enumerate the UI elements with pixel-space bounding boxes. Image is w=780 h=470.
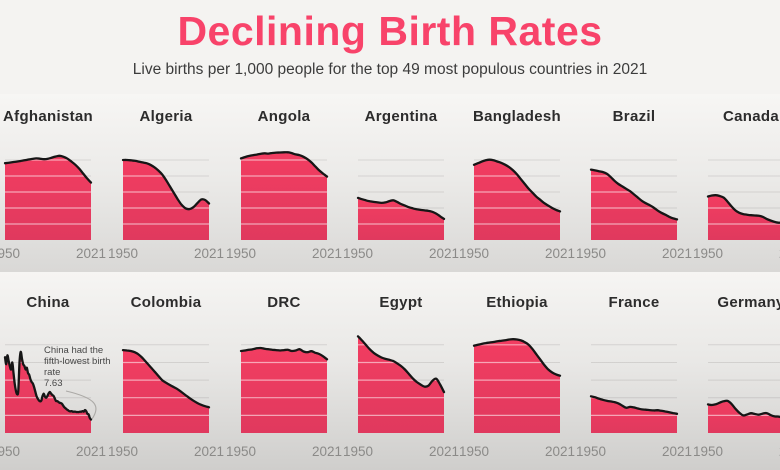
axis-label-end-egypt: 2021 [428, 444, 460, 459]
gridlines-over-area [5, 159, 91, 225]
birthrate-area-canada [708, 195, 780, 240]
birthrate-area-bangladesh [474, 159, 560, 240]
country-title-brazil: Brazil [612, 108, 656, 125]
birthrate-area-afghanistan [5, 155, 91, 240]
page-subtitle: Live births per 1,000 people for the top… [132, 61, 648, 78]
area-chart-canada [706, 159, 780, 240]
annotation-text-line: China had the [44, 345, 104, 356]
axis-label-start-afghanistan: 1950 [0, 246, 21, 261]
axis-label-end-algeria: 2021 [193, 246, 225, 261]
axis-label-start-ethiopia: 1950 [458, 444, 490, 459]
axis-label-start-algeria: 1950 [107, 246, 139, 261]
axis-label-end-angola: 2021 [311, 246, 343, 261]
area-chart-afghanistan [3, 154, 93, 240]
axis-label-start-brazil: 1950 [575, 246, 607, 261]
birthrate-area-ethiopia [474, 339, 560, 433]
birthrate-line-france [589, 395, 679, 415]
birthrate-line-afghanistan [3, 154, 93, 184]
country-title-canada: Canada [723, 108, 779, 125]
area-chart-bangladesh [472, 158, 562, 240]
axis-label-end-afghanistan: 2021 [75, 246, 107, 261]
country-title-ethiopia: Ethiopia [486, 294, 548, 311]
area-chart-argentina [356, 159, 446, 240]
axis-label-end-china: 2021 [75, 444, 107, 459]
axis-label-start-drc: 1950 [225, 444, 257, 459]
country-title-bangladesh: Bangladesh [472, 108, 562, 125]
axis-label-start-france: 1950 [575, 444, 607, 459]
birthrate-area-egypt [358, 336, 444, 433]
axis-label-start-canada: 1950 [692, 246, 724, 261]
birthrate-area-colombia [123, 350, 209, 433]
country-title-algeria: Algeria [139, 108, 193, 125]
birthrate-area-france [591, 396, 677, 433]
area-chart-drc [239, 344, 329, 433]
axis-label-end-bangladesh: 2021 [544, 246, 576, 261]
axis-label-start-china: 1950 [0, 444, 21, 459]
country-title-germany: Germany [717, 294, 780, 311]
axis-label-end-canada: 2021 [762, 246, 780, 261]
page-title: Declining Birth Rates [177, 8, 603, 54]
birthrate-line-angola [239, 151, 329, 178]
birthrate-line-drc [239, 346, 329, 361]
birthrate-line-algeria [121, 158, 211, 211]
area-chart-angola [239, 151, 329, 240]
area-chart-colombia [121, 344, 211, 433]
country-title-colombia: Colombia [130, 294, 202, 311]
birthrate-line-ethiopia [472, 338, 562, 377]
birthrate-area-brazil [591, 169, 677, 240]
axis-label-start-bangladesh: 1950 [458, 246, 490, 261]
birthrate-area-drc [241, 347, 327, 433]
birthrate-area-angola [241, 152, 327, 240]
country-title-egypt: Egypt [379, 294, 423, 311]
birthrate-area-germany [708, 400, 780, 433]
header: Declining Birth Rates Live births per 1,… [0, 0, 780, 79]
area-chart-ethiopia [472, 338, 562, 433]
axis-label-end-france: 2021 [661, 444, 693, 459]
axis-label-end-brazil: 2021 [661, 246, 693, 261]
axis-label-end-colombia: 2021 [193, 444, 225, 459]
birthrate-area-algeria [123, 159, 209, 240]
birthrate-line-brazil [589, 168, 679, 221]
country-title-china: China [26, 294, 70, 311]
area-chart-brazil [589, 159, 679, 240]
axis-label-end-germany: 2021 [762, 444, 780, 459]
axis-label-end-ethiopia: 2021 [544, 444, 576, 459]
birthrate-line-argentina [356, 196, 446, 221]
axis-label-start-egypt: 1950 [342, 444, 374, 459]
axis-label-start-germany: 1950 [692, 444, 724, 459]
area-chart-france [589, 344, 679, 433]
axis-label-end-argentina: 2021 [428, 246, 460, 261]
area-chart-algeria [121, 158, 211, 240]
china-annotation: China had the fifth-lowest birth rate 7.63 [44, 345, 136, 389]
country-title-afghanistan: Afghanistan [3, 108, 93, 125]
axis-label-start-angola: 1950 [225, 246, 257, 261]
annotation-text-line: rate [44, 367, 61, 378]
country-title-angola: Angola [257, 108, 311, 125]
axis-label-start-argentina: 1950 [342, 246, 374, 261]
birthrate-line-egypt [356, 335, 446, 394]
birthrate-line-colombia [121, 348, 211, 409]
axis-label-end-drc: 2021 [311, 444, 343, 459]
annotation-value: 7.63 [44, 378, 63, 389]
axis-label-start-colombia: 1950 [107, 444, 139, 459]
birthrate-line-bangladesh [472, 158, 562, 213]
country-title-france: France [608, 294, 660, 311]
area-chart-germany [706, 344, 780, 433]
area-chart-egypt [356, 335, 446, 433]
country-title-drc: DRC [267, 294, 301, 311]
gridlines-over-area [241, 361, 327, 417]
annotation-text-line: fifth-lowest birth [44, 356, 111, 367]
country-title-argentina: Argentina [364, 108, 438, 125]
